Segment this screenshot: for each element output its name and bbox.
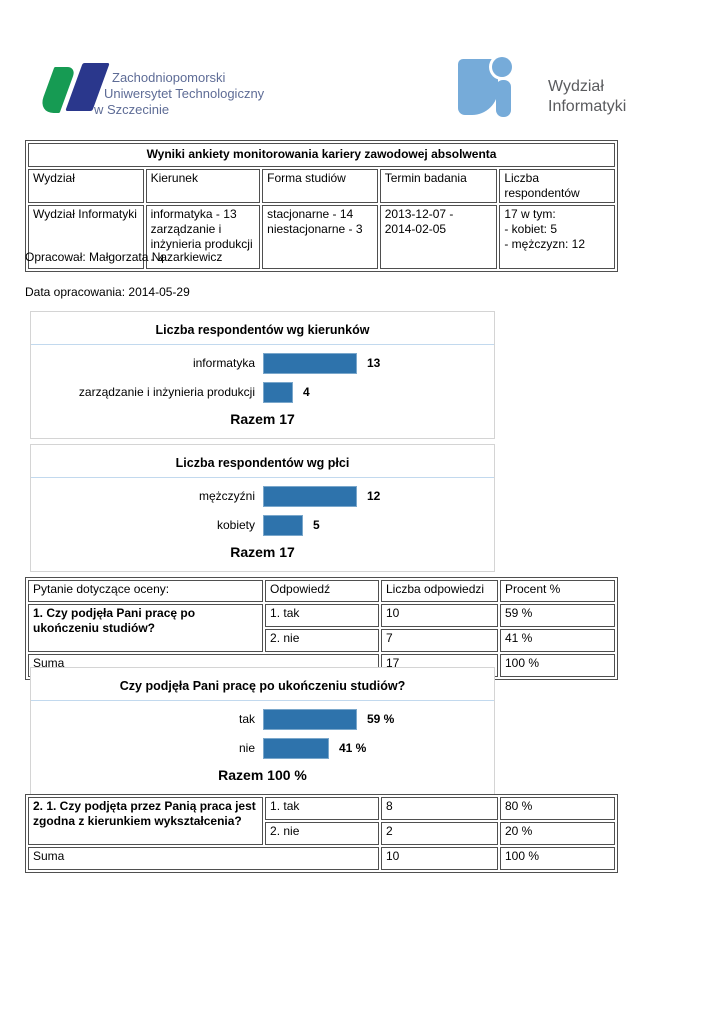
bar bbox=[263, 485, 357, 507]
prepared-by-text: Opracował: Małgorzata Nazarkiewicz bbox=[25, 250, 223, 264]
chart-total: Razem 17 bbox=[230, 544, 295, 560]
bar-value: 12 bbox=[367, 489, 381, 503]
chart-divider bbox=[31, 477, 494, 478]
qt1-percent-2: 41 % bbox=[499, 629, 615, 652]
bar-label: zarządzanie i inżynieria produkcji bbox=[78, 385, 255, 399]
qt2-count-2: 2 bbox=[380, 822, 498, 845]
bar-label: mężczyźni bbox=[198, 489, 255, 503]
chart-respondents-by-major: Liczba respondentów wg kierunków informa… bbox=[30, 311, 495, 439]
qt1-count-1: 10 bbox=[380, 604, 498, 627]
info-cell-termin: 2013-12-07 - 2014-02-05 bbox=[379, 205, 498, 269]
bar-row: zarządzanie i inżynieria produkcji 4 bbox=[31, 379, 494, 405]
chart-title: Czy podjęła Pani pracę po ukończeniu stu… bbox=[119, 679, 406, 693]
survey-info-table: Wyniki ankiety monitorowania kariery zaw… bbox=[25, 140, 618, 272]
bar-row: tak 59 % bbox=[31, 706, 494, 732]
bar bbox=[263, 514, 303, 536]
zut-logo-text: Zachodniopomorski Uniwersytet Technologi… bbox=[94, 70, 264, 118]
info-header-kierunek: Kierunek bbox=[145, 169, 261, 203]
info-kierunek-line-2: zarządzanie i inżynieria produkcji - 4 bbox=[150, 222, 253, 266]
qt1-suma-percent: 100 % bbox=[499, 654, 615, 677]
qt2-percent-2: 20 % bbox=[499, 822, 615, 845]
chart-divider bbox=[31, 344, 494, 345]
chart-total: Razem 100 % bbox=[218, 767, 307, 783]
bar-value: 4 bbox=[303, 385, 310, 399]
qt1-answer-2: 2. nie bbox=[265, 629, 379, 652]
info-header-liczba: Liczba respondentów bbox=[499, 169, 615, 203]
info-liczba-line-3: - mężczyzn: 12 bbox=[504, 237, 586, 251]
faculty-logo-body-shape bbox=[458, 59, 498, 115]
info-cell-forma: stacjonarne - 14 niestacjonarne - 3 bbox=[262, 205, 378, 269]
info-termin-line-2: 2014-02-05 bbox=[384, 222, 447, 236]
faculty-logo-text: Wydział Informatyki bbox=[548, 77, 626, 117]
bar-value: 59 % bbox=[367, 712, 395, 726]
faculty-logo-dot-shape bbox=[492, 57, 512, 77]
question-table-2: 2. 1. Czy podjęta przez Panią praca jest… bbox=[25, 794, 618, 873]
qt1-answer-1: 1. tak bbox=[265, 604, 379, 627]
chart-total: Razem 17 bbox=[230, 411, 295, 427]
faculty-logo-line-2: Informatyki bbox=[548, 98, 627, 115]
zut-logo-line-3: w Szczecinie bbox=[94, 102, 170, 117]
info-cell-kierunek: informatyka - 13 zarządzanie i inżynieri… bbox=[145, 205, 261, 269]
zut-logo-line-1: Zachodniopomorski bbox=[112, 70, 226, 85]
bar-label: tak bbox=[238, 712, 255, 726]
chart-title: Liczba respondentów wg płci bbox=[175, 456, 350, 470]
qt1-header-question: Pytanie dotyczące oceny: bbox=[28, 580, 264, 602]
qt2-question: 2. 1. Czy podjęta przez Panią praca jest… bbox=[28, 797, 264, 845]
info-header-forma: Forma studiów bbox=[262, 169, 378, 203]
bar-row: informatyka 13 bbox=[31, 350, 494, 376]
qt2-percent-1: 80 % bbox=[499, 797, 615, 820]
info-forma-line-2: niestacjonarne - 3 bbox=[267, 222, 363, 236]
chart-divider bbox=[31, 700, 494, 701]
info-kierunek-line-1: informatyka - 13 bbox=[150, 207, 237, 221]
chart-respondents-by-gender: Liczba respondentów wg płci mężczyźni 12… bbox=[30, 444, 495, 572]
qt2-suma-percent: 100 % bbox=[499, 847, 615, 870]
bar bbox=[263, 708, 357, 730]
bar-label: kobiety bbox=[216, 518, 255, 532]
qt2-suma-label: Suma bbox=[28, 847, 379, 870]
faculty-logo-stem-shape bbox=[496, 80, 511, 117]
bar bbox=[263, 352, 357, 374]
info-liczba-line-1: 17 w tym: bbox=[504, 207, 556, 221]
bar-label: informatyka bbox=[192, 356, 255, 370]
qt2-suma-count: 10 bbox=[380, 847, 498, 870]
prepared-date-text: Data opracowania: 2014-05-29 bbox=[25, 285, 190, 299]
info-cell-wydzial: Wydział Informatyki bbox=[28, 205, 144, 269]
qt2-answer-1: 1. tak bbox=[265, 797, 379, 820]
info-header-termin: Termin badania bbox=[379, 169, 498, 203]
qt2-answer-2: 2. nie bbox=[265, 822, 379, 845]
qt1-question: 1. Czy podjęła Pani pracę po ukończeniu … bbox=[28, 604, 264, 652]
info-cell-liczba: 17 w tym: - kobiet: 5 - mężczyzn: 12 bbox=[499, 205, 615, 269]
chart-employment-after-graduation: Czy podjęła Pani pracę po ukończeniu stu… bbox=[30, 667, 495, 795]
qt1-percent-1: 59 % bbox=[499, 604, 615, 627]
info-termin-line-1: 2013-12-07 - bbox=[384, 207, 454, 221]
bar-row: mężczyźni 12 bbox=[31, 483, 494, 509]
info-liczba-line-2: - kobiet: 5 bbox=[504, 222, 558, 236]
zut-logo-line-2: Uniwersytet Technologiczny bbox=[104, 86, 265, 101]
bar-row: kobiety 5 bbox=[31, 512, 494, 538]
bar-value: 5 bbox=[313, 518, 320, 532]
qt1-header-answer: Odpowiedź bbox=[265, 580, 379, 602]
page-title: Wyniki ankiety monitorowania kariery zaw… bbox=[28, 143, 615, 167]
bar-value: 13 bbox=[367, 356, 381, 370]
qt2-count-1: 8 bbox=[380, 797, 498, 820]
qt1-header-percent: Procent % bbox=[499, 580, 615, 602]
bar-label: nie bbox=[238, 741, 255, 755]
faculty-logo: Wydział Informatyki bbox=[452, 55, 692, 125]
bar-value: 41 % bbox=[339, 741, 367, 755]
faculty-logo-icon bbox=[452, 55, 518, 121]
qt1-header-count: Liczba odpowiedzi bbox=[380, 580, 498, 602]
info-header-wydzial: Wydział bbox=[28, 169, 144, 203]
qt1-count-2: 7 bbox=[380, 629, 498, 652]
info-forma-line-1: stacjonarne - 14 bbox=[267, 207, 354, 221]
bar bbox=[263, 381, 293, 403]
zut-logo: Zachodniopomorski Uniwersytet Technologi… bbox=[36, 58, 266, 128]
bar bbox=[263, 737, 329, 759]
bar-row: nie 41 % bbox=[31, 735, 494, 761]
info-wydzial-line: Wydział Informatyki bbox=[33, 207, 137, 221]
chart-title: Liczba respondentów wg kierunków bbox=[155, 323, 370, 337]
faculty-logo-line-1: Wydział bbox=[548, 78, 604, 95]
question-table-1: Pytanie dotyczące oceny: Odpowiedź Liczb… bbox=[25, 577, 618, 680]
